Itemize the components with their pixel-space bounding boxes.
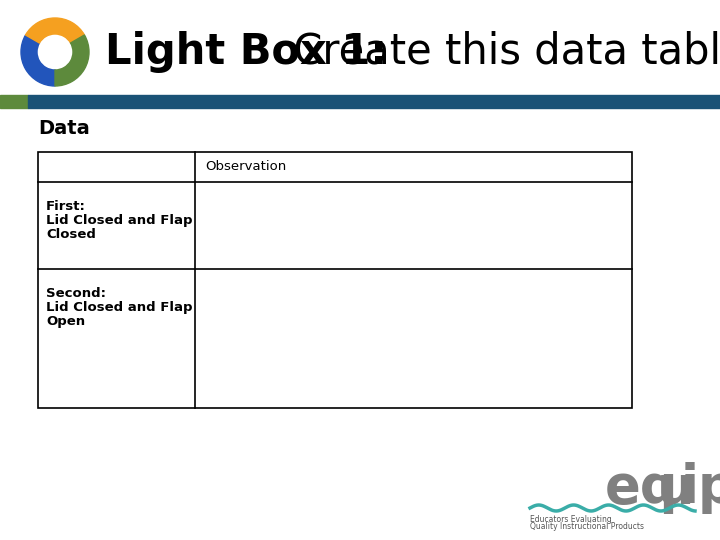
Text: Observation: Observation bbox=[205, 160, 287, 173]
Text: Create this data table: Create this data table bbox=[280, 31, 720, 73]
Wedge shape bbox=[21, 35, 55, 86]
Wedge shape bbox=[25, 18, 84, 43]
Bar bbox=[28, 95, 720, 108]
Text: Light Box 1:: Light Box 1: bbox=[105, 31, 387, 73]
Text: Closed: Closed bbox=[46, 228, 96, 241]
Text: Data: Data bbox=[38, 118, 90, 138]
Text: eq: eq bbox=[605, 462, 678, 514]
Text: u: u bbox=[657, 462, 695, 514]
Text: ip: ip bbox=[681, 462, 720, 514]
Bar bbox=[38, 152, 632, 408]
Text: First:: First: bbox=[46, 200, 86, 213]
Text: Quality Instructional Products: Quality Instructional Products bbox=[530, 522, 644, 531]
Text: Second:: Second: bbox=[46, 287, 106, 300]
Text: Educators Evaluating: Educators Evaluating bbox=[530, 515, 612, 524]
Wedge shape bbox=[55, 35, 89, 86]
Text: Lid Closed and Flap: Lid Closed and Flap bbox=[46, 214, 192, 227]
Bar bbox=[0, 95, 28, 108]
Text: Lid Closed and Flap: Lid Closed and Flap bbox=[46, 301, 192, 314]
Text: Open: Open bbox=[46, 315, 85, 328]
